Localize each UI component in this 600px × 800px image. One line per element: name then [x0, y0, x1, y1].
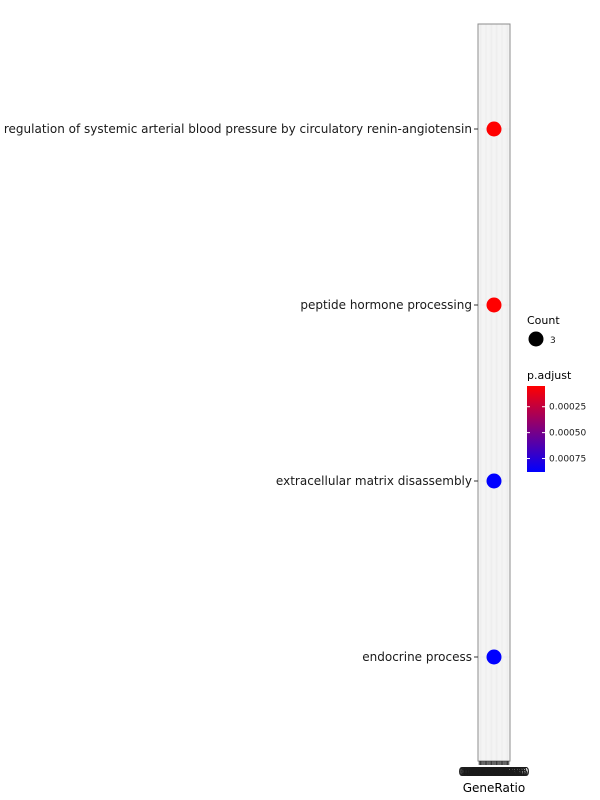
- x-tick-label: 0.0400: [478, 765, 520, 779]
- x-tick-label: 0.0375: [477, 765, 519, 779]
- x-tick-label: 0.0550: [485, 765, 527, 779]
- x-tick-label: 0.0250: [471, 765, 513, 779]
- x-tick-label: 0.0325: [474, 765, 516, 779]
- size-legend-key: [528, 331, 544, 347]
- color-legend-title: p.adjust: [527, 369, 572, 382]
- data-point: [486, 121, 502, 137]
- data-points: [486, 121, 502, 665]
- x-tick-label: 0.0050: [461, 765, 503, 779]
- y-tick-label: endocrine process: [362, 650, 472, 664]
- legend: Count p.adjust 3 0.00025 0.00050 0.00075: [527, 314, 586, 472]
- x-tick-label: 0.0475: [482, 765, 524, 779]
- y-tick-label: extracellular matrix disassembly: [276, 474, 472, 488]
- x-tick-label: 0.0450: [480, 765, 522, 779]
- x-tick-label: 0.0150: [466, 765, 508, 779]
- x-tick-label: 0.0425: [479, 765, 521, 779]
- x-tick-label: 0.0225: [469, 765, 511, 779]
- size-legend-title: Count: [527, 314, 560, 327]
- y-tick-label: peptide hormone processing: [300, 298, 472, 312]
- color-bar-label: 0.00050: [549, 429, 586, 439]
- x-tick-label: 0.0600: [488, 765, 530, 779]
- x-tick-label: 0.0525: [484, 765, 526, 779]
- color-bar: [527, 386, 545, 472]
- color-bar-label: 0.00075: [549, 455, 586, 465]
- x-tick-label: 0.0350: [475, 765, 517, 779]
- color-bar-label: 0.00025: [549, 403, 586, 413]
- size-legend-label: 3: [550, 336, 556, 346]
- x-tick-label: 0.0175: [467, 765, 509, 779]
- x-tick-label: 0.0200: [468, 765, 510, 779]
- x-tick-label: 0.0075: [462, 765, 504, 779]
- x-tick-label: 0.0025: [459, 765, 501, 779]
- x-tick-label: 0.0000: [458, 765, 500, 779]
- data-point: [486, 649, 502, 665]
- x-tick-label: 0.0100: [463, 765, 505, 779]
- x-tick-label: 0.0575: [487, 765, 529, 779]
- plot-panel: [477, 23, 511, 762]
- x-axis-title: GeneRatio: [463, 781, 525, 795]
- x-tick-label: 0.0300: [473, 765, 515, 779]
- x-tick-label: 0.0275: [472, 765, 514, 779]
- x-tick-label: 0.0500: [483, 765, 525, 779]
- y-axis: regulation of systemic arterial blood pr…: [4, 122, 478, 664]
- x-tick-label: 0.0125: [464, 765, 506, 779]
- x-axis: 0.00000.00250.00500.00750.01000.01250.01…: [458, 761, 530, 779]
- y-tick-label: regulation of systemic arterial blood pr…: [4, 122, 472, 136]
- data-point: [486, 473, 502, 489]
- data-point: [486, 297, 502, 313]
